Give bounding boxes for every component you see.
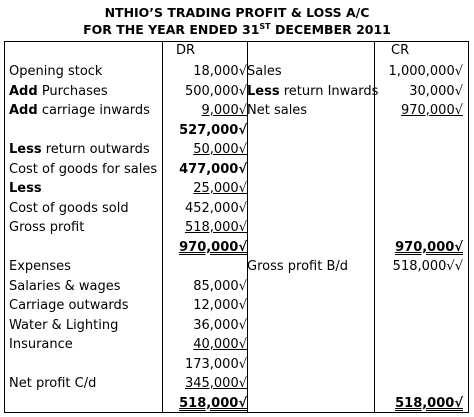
cr-label: Less return Inwards — [247, 82, 378, 101]
row-label-bold: Add — [9, 103, 38, 118]
table-row: Salaries & wages 85,000√ — [4, 277, 469, 297]
subtitle-ordinal: ST — [259, 21, 271, 31]
dr-amount: 85,000√ — [193, 278, 247, 294]
ledger-table: DR CR Opening stock 18,000√ Sales 1,000,… — [4, 41, 469, 413]
row-label-bold: Add — [9, 83, 38, 99]
row-label: Less return outwards — [9, 140, 150, 159]
dr-amount: 518,000√ — [184, 220, 247, 235]
cr-amount: 970,000√ — [395, 239, 463, 255]
dr-amount: 452,000√ — [184, 200, 247, 216]
document-subtitle: FOR THE YEAR ENDED 31ST DECEMBER 2011 — [0, 22, 474, 37]
row-label-text: Opening stock — [9, 64, 103, 79]
subtitle-suffix: DECEMBER 2011 — [270, 22, 391, 37]
row-label-text: Gross profit — [9, 220, 85, 235]
cr-label: Sales — [247, 62, 282, 81]
table-row: Carriage outwards 12,000√ — [4, 296, 469, 316]
top-border — [4, 41, 469, 42]
row-label: Gross profit — [9, 218, 84, 237]
row-label-text: Net profit C/d — [9, 376, 97, 391]
table-row: Gross profit 518,000√ — [4, 218, 469, 238]
row-label-text: Salaries & wages — [9, 278, 121, 294]
table-row: Cost of goods sold 452,000√ — [4, 199, 469, 219]
subtitle-prefix: FOR THE YEAR ENDED 31 — [83, 22, 260, 37]
row-label-text: Insurance — [9, 337, 73, 352]
table-row: Water & Lighting 36,000√ — [4, 316, 469, 336]
table-row: Cost of goods for sales 477,000√ — [4, 160, 469, 180]
row-label: Opening stock — [9, 62, 102, 81]
dr-amount: 345,000√ — [184, 376, 247, 391]
cr-amount: 970,000√ — [400, 103, 463, 118]
table-row: 970,000√ 970,000√ — [4, 238, 469, 258]
row-label-bold: Less — [9, 181, 42, 196]
cr-label-text: Sales — [247, 64, 282, 79]
row-label-text: Expenses — [9, 259, 71, 274]
row-label-text: Purchases — [37, 83, 108, 99]
cr-label-text: Gross profit B/d — [247, 259, 348, 274]
row-label-text: Cost of goods sold — [9, 200, 129, 216]
row-label: Expenses — [9, 257, 71, 276]
row-label: Insurance — [9, 335, 73, 354]
table-row: Expenses Gross profit B/d 518,000√√ — [4, 257, 469, 277]
row-label: Water & Lighting — [9, 316, 118, 335]
cr-amount: 518,000√ — [395, 395, 463, 411]
bottom-border — [4, 412, 469, 413]
table-row: Less 25,000√ — [4, 179, 469, 199]
dr-amount: 477,000√ — [179, 161, 247, 177]
row-label: Cost of goods for sales — [9, 160, 157, 179]
table-row: Add Purchases 500,000√ Less return Inwar… — [4, 82, 469, 102]
cr-header: CR — [391, 43, 410, 58]
document-title: NTHIO’S TRADING PROFIT & LOSS A/C — [104, 5, 370, 20]
divider-centre — [247, 41, 248, 413]
table-row: Insurance 40,000√ — [4, 335, 469, 355]
table-row: Opening stock 18,000√ Sales 1,000,000√ — [4, 62, 469, 82]
header-row: DR CR — [4, 41, 469, 61]
row-label-text: carriage inwards — [37, 103, 150, 118]
cr-label: Net sales — [247, 101, 307, 120]
dr-amount: 18,000√ — [193, 64, 247, 79]
cr-amount: 30,000√ — [409, 83, 463, 99]
dr-amount: 518,000√ — [179, 395, 247, 411]
row-label: Net profit C/d — [9, 374, 96, 393]
cr-label-text: Net sales — [247, 103, 308, 118]
dr-amount: 9,000√ — [201, 103, 248, 118]
row-label: Add carriage inwards — [9, 101, 150, 120]
dr-amount: 25,000√ — [193, 181, 247, 196]
row-label-text: Cost of goods for sales — [9, 161, 158, 177]
table-row: Less return outwards 50,000√ — [4, 140, 469, 160]
row-label: Less — [9, 179, 42, 198]
table-row: 527,000√ — [4, 121, 469, 141]
dr-amount: 527,000√ — [179, 122, 247, 138]
table-row: 173,000√ — [4, 355, 469, 375]
left-border — [4, 41, 5, 413]
cr-label-text: return Inwards — [279, 83, 379, 99]
dr-amount: 50,000√ — [193, 142, 247, 157]
divider-dr — [162, 41, 163, 413]
row-label-text: return outwards — [41, 142, 150, 157]
row-label: Carriage outwards — [9, 296, 129, 315]
dr-amount: 40,000√ — [193, 337, 247, 352]
cr-amount: 518,000√√ — [392, 259, 463, 274]
cr-label-bold: Less — [247, 83, 280, 99]
dr-amount: 173,000√ — [184, 356, 247, 372]
row-label-text: Water & Lighting — [9, 317, 119, 333]
row-label: Salaries & wages — [9, 277, 121, 296]
row-label-bold: Less — [9, 142, 42, 157]
row-label-text: Carriage outwards — [9, 298, 129, 313]
divider-cr — [374, 41, 375, 413]
table-row: Add carriage inwards 9,000√ Net sales 97… — [4, 101, 469, 121]
row-label: Cost of goods sold — [9, 199, 129, 218]
row-label: Add Purchases — [9, 82, 108, 101]
right-border — [468, 41, 469, 413]
dr-amount: 970,000√ — [179, 239, 247, 255]
dr-amount: 500,000√ — [184, 83, 247, 99]
cr-label: Gross profit B/d — [247, 257, 348, 276]
dr-amount: 36,000√ — [193, 317, 247, 333]
cr-amount: 1,000,000√ — [388, 64, 463, 79]
dr-amount: 12,000√ — [193, 298, 247, 313]
dr-header: DR — [176, 43, 196, 58]
table-row: 518,000√ 518,000√ — [4, 394, 469, 414]
table-row: Net profit C/d 345,000√ — [4, 374, 469, 394]
